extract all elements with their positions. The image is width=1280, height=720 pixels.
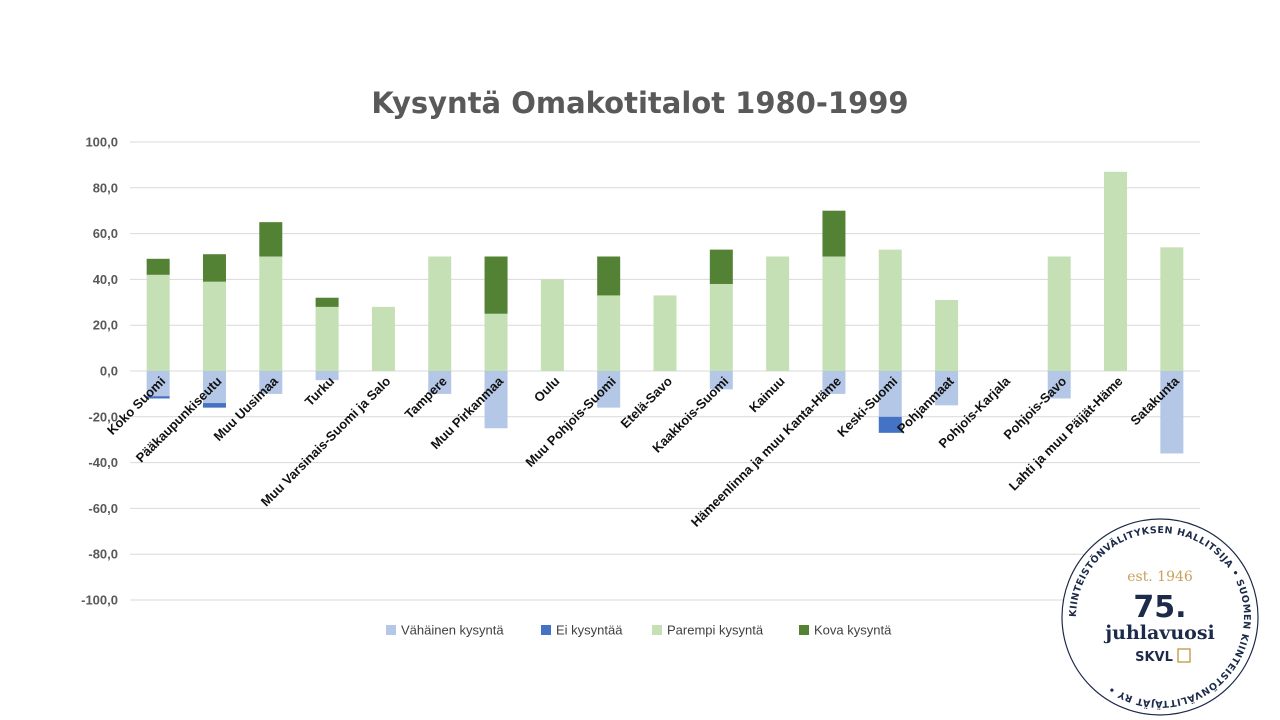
bar-segment: [766, 256, 790, 371]
seal-brand: SKVL: [1135, 650, 1173, 665]
legend-swatch: [652, 625, 662, 635]
y-tick-label: 40,0: [93, 272, 118, 287]
bar-segment: [146, 396, 170, 399]
y-tick-label: 0,0: [100, 364, 118, 379]
x-tick-label: Oulu: [531, 373, 563, 405]
bar-segment: [484, 313, 508, 371]
y-tick-label: -20,0: [88, 409, 118, 424]
bar-segment: [822, 256, 846, 371]
bar-segment: [709, 283, 733, 371]
seal-outer-ring: [1061, 518, 1259, 716]
bar-segment: [540, 279, 564, 371]
anniversary-seal: KIINTEISTÖNVÄLITYKSEN HALLITSIJA • SUOME…: [1061, 518, 1259, 716]
bar-segment: [878, 416, 902, 433]
bar-segment: [202, 371, 226, 404]
legend-swatch: [799, 625, 809, 635]
legend-label: Ei kysyntää: [556, 623, 623, 638]
legend-label: Kova kysyntä: [814, 623, 892, 638]
bar-segment: [935, 371, 959, 406]
bar-segment: [597, 371, 621, 408]
seal-word: juhlavuosi: [1103, 622, 1214, 644]
bar-segment: [597, 295, 621, 371]
legend-label: Vähäinen kysyntä: [401, 623, 504, 638]
bar-segment: [428, 371, 452, 394]
y-tick-label: 20,0: [93, 318, 118, 333]
bar-segment: [1160, 247, 1184, 371]
seal-house-icon: [1177, 648, 1191, 663]
y-tick-label: 60,0: [93, 226, 118, 241]
bar-segment: [202, 403, 226, 408]
bar-segment: [315, 306, 339, 371]
bar-segment: [484, 371, 508, 429]
bar-segment: [428, 256, 452, 371]
y-tick-label: -40,0: [88, 455, 118, 470]
bar-segment: [259, 371, 283, 394]
y-tick-label: -80,0: [88, 547, 118, 562]
bar-segment: [371, 306, 395, 371]
y-tick-label: -100,0: [81, 593, 118, 608]
bar-segment: [146, 274, 170, 371]
legend-swatch: [386, 625, 396, 635]
bar-segment: [259, 222, 283, 257]
seal-established: est. 1946: [1127, 569, 1193, 585]
bar-segment: [878, 371, 902, 417]
chart-title: Kysyntä Omakotitalot 1980-1999: [371, 86, 908, 120]
bar-segment: [709, 249, 733, 284]
bars: [146, 171, 1184, 454]
bar-segment: [1104, 171, 1128, 371]
bar-segment: [146, 258, 170, 275]
seal-number: 75.: [1133, 590, 1186, 625]
bar-segment: [146, 371, 170, 397]
bar-segment: [315, 371, 339, 381]
bar-segment: [822, 371, 846, 394]
bar-segment: [709, 371, 733, 390]
bar-segment: [484, 256, 508, 314]
bar-segment: [202, 281, 226, 371]
bar-segment: [1047, 256, 1071, 371]
bar-segment: [1160, 371, 1184, 454]
bar-segment: [597, 256, 621, 296]
x-tick-label: Tampere: [402, 374, 450, 422]
bar-segment: [315, 297, 339, 307]
bar-segment: [935, 300, 959, 371]
legend-swatch: [541, 625, 551, 635]
x-tick-label: Etelä-Savo: [618, 373, 676, 431]
x-tick-label: Kainuu: [746, 373, 788, 415]
y-tick-label: 80,0: [93, 180, 118, 195]
y-axis-tick-labels: 100,0 80,0 60,0 40,0 20,0 0,0 -20,0 -40,0 -60,0 -…: [81, 135, 118, 608]
bar-segment: [653, 295, 677, 371]
legend: Vähäinen kysyntä Ei kysyntää Parempi kysyn…: [386, 623, 892, 638]
y-tick-label: -60,0: [88, 501, 118, 516]
bar-segment: [259, 256, 283, 371]
bar-segment: [1047, 371, 1071, 399]
y-tick-label: 100,0: [85, 135, 118, 150]
bar-segment: [202, 254, 226, 282]
legend-label: Parempi kysyntä: [667, 623, 764, 638]
bar-segment: [878, 249, 902, 371]
bar-segment: [822, 210, 846, 257]
